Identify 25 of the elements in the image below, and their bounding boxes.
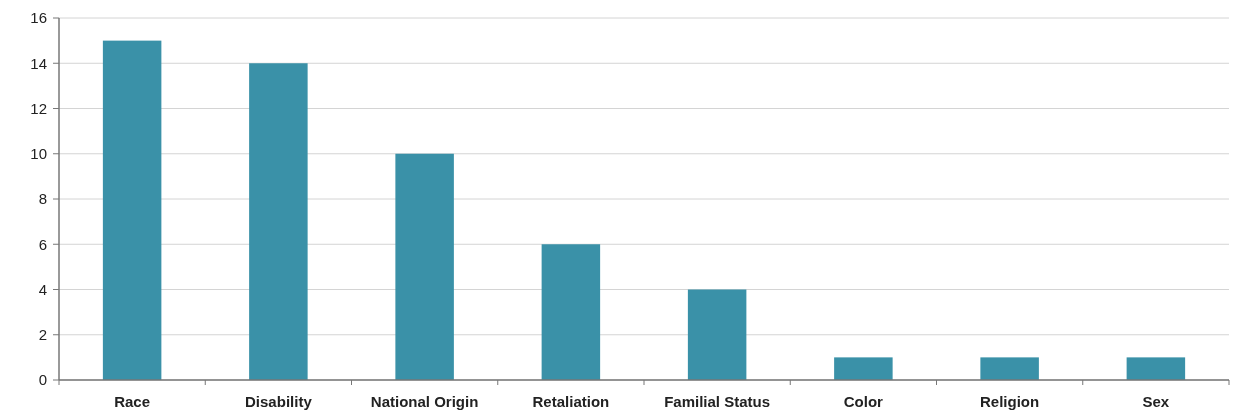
y-tick-label: 10 — [30, 145, 47, 162]
bar — [687, 289, 747, 380]
bar — [1126, 357, 1186, 380]
y-tick-label: 0 — [38, 371, 47, 389]
x-tick-label: Religion — [980, 393, 1040, 410]
bar — [980, 357, 1039, 380]
bar — [249, 63, 308, 380]
x-tick-label: Familial Status — [664, 393, 771, 410]
y-tick-label: 4 — [38, 280, 47, 298]
x-tick-label: Retaliation — [532, 393, 610, 410]
bar — [834, 357, 893, 380]
x-tick-label: National Origin — [370, 393, 479, 410]
x-tick-label: Sex — [1142, 393, 1170, 410]
bar — [395, 153, 454, 380]
y-tick-label: 2 — [38, 326, 47, 343]
x-tick-label: Disability — [245, 393, 313, 410]
x-tick-label: Race — [114, 393, 151, 410]
y-tick-label: 12 — [30, 99, 47, 117]
y-tick-label: 14 — [30, 54, 47, 72]
y-tick-label: 16 — [30, 9, 47, 27]
bar — [541, 244, 601, 380]
y-tick-label: 8 — [38, 190, 47, 208]
y-tick-label: 6 — [38, 235, 47, 253]
bar — [102, 40, 162, 380]
x-tick-label: Color — [843, 393, 884, 410]
